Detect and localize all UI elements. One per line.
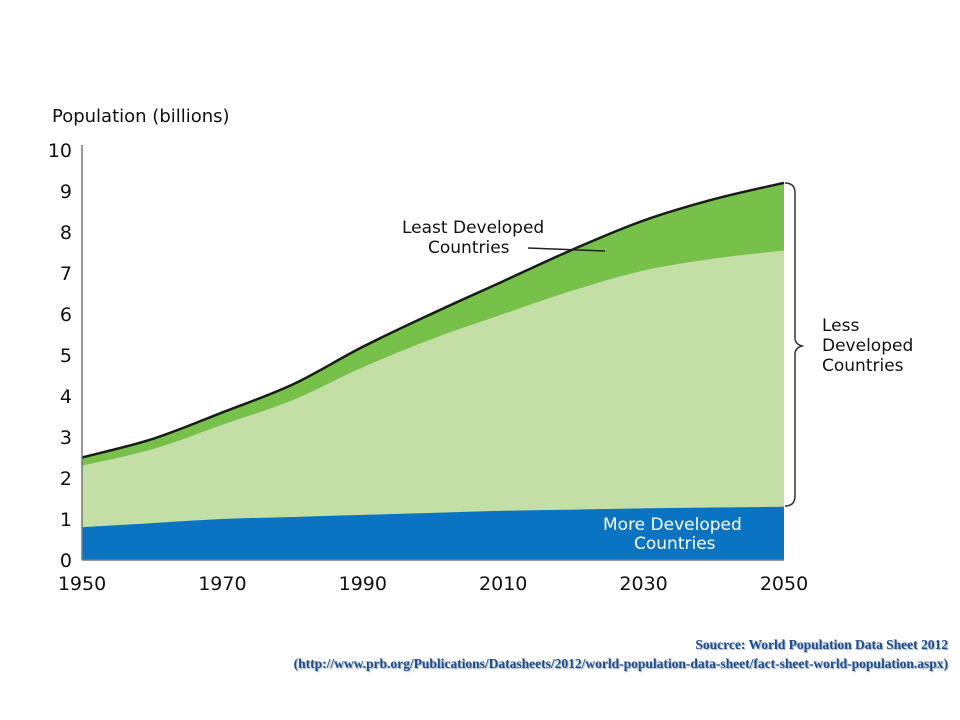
y-tick-label: 3	[60, 427, 72, 449]
less-developed-label: Countries	[822, 356, 904, 376]
source-citation: Soucrce: World Population Data Sheet 201…	[695, 637, 948, 652]
least-developed-leader-line	[527, 247, 606, 252]
x-tick-label: 2050	[760, 573, 808, 595]
y-tick-label: 7	[60, 263, 72, 285]
y-tick-label: 8	[60, 222, 72, 244]
less-developed-label: Less	[822, 316, 859, 336]
x-tick-label: 1990	[339, 573, 387, 595]
source-url: (http://www.prb.org/Publications/Datashe…	[293, 656, 948, 671]
y-tick-label: 10	[48, 140, 72, 162]
y-tick-label: 2	[60, 468, 72, 490]
more-developed-label: More Developed	[603, 515, 742, 535]
x-tick-label: 2030	[619, 573, 667, 595]
chart-labels: Population (billions)Least DevelopedCoun…	[52, 106, 913, 554]
more-developed-label: Countries	[634, 534, 716, 554]
y-tick-label: 0	[60, 550, 72, 572]
y-tick-label: 6	[60, 304, 72, 326]
y-tick-label: 9	[60, 181, 72, 203]
y-tick-label: 1	[60, 509, 72, 531]
y-axis-title: Population (billions)	[52, 106, 230, 127]
x-tick-label: 1970	[198, 573, 246, 595]
least-developed-label: Countries	[428, 238, 510, 258]
least-developed-label: Least Developed	[402, 218, 544, 238]
area-less-developed	[82, 250, 784, 560]
y-tick-label: 4	[60, 386, 72, 408]
y-tick-label: 5	[60, 345, 72, 367]
less-developed-label: Developed	[822, 336, 913, 356]
x-tick-label: 1950	[58, 573, 106, 595]
total-population-line	[81, 181, 785, 459]
chart-axes: 0 1 2 3 4 5 6 7 8 9 10 1950 1970 1990 2010 2030 2050	[48, 140, 808, 595]
area-more-developed	[82, 506, 784, 560]
chart-areas	[81, 181, 785, 561]
x-tick-label: 2010	[479, 573, 527, 595]
less-developed-bracket	[784, 182, 805, 507]
